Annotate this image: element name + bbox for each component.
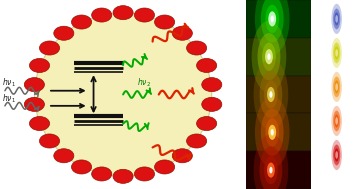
Ellipse shape	[92, 8, 112, 22]
Ellipse shape	[29, 58, 50, 73]
Bar	[246, 113, 311, 151]
Ellipse shape	[260, 71, 282, 118]
Ellipse shape	[113, 6, 133, 20]
Ellipse shape	[255, 96, 290, 168]
Ellipse shape	[72, 160, 92, 174]
Ellipse shape	[72, 15, 92, 29]
Bar	[246, 38, 311, 76]
Ellipse shape	[34, 13, 212, 176]
Ellipse shape	[269, 167, 273, 174]
Ellipse shape	[202, 97, 222, 111]
Ellipse shape	[334, 148, 339, 162]
Ellipse shape	[172, 149, 192, 163]
Ellipse shape	[254, 134, 288, 189]
Ellipse shape	[29, 116, 50, 131]
Ellipse shape	[334, 46, 339, 60]
Ellipse shape	[331, 4, 342, 34]
Ellipse shape	[264, 156, 278, 184]
Ellipse shape	[202, 78, 222, 92]
Ellipse shape	[335, 49, 338, 57]
Ellipse shape	[335, 15, 338, 23]
Ellipse shape	[268, 125, 276, 140]
Ellipse shape	[197, 58, 217, 73]
Ellipse shape	[333, 9, 340, 29]
Ellipse shape	[186, 134, 207, 148]
Ellipse shape	[252, 21, 286, 93]
Ellipse shape	[186, 41, 207, 55]
Ellipse shape	[155, 160, 174, 174]
Ellipse shape	[155, 15, 174, 29]
Ellipse shape	[333, 145, 340, 165]
Ellipse shape	[92, 167, 112, 181]
Ellipse shape	[254, 59, 288, 130]
Ellipse shape	[197, 116, 217, 131]
Ellipse shape	[331, 106, 342, 136]
Text: $h\nu_2$: $h\nu_2$	[136, 77, 151, 90]
Ellipse shape	[261, 0, 284, 43]
Text: $h\nu_1$: $h\nu_1$	[3, 92, 16, 105]
Bar	[246, 76, 311, 113]
Ellipse shape	[265, 118, 279, 146]
Ellipse shape	[172, 26, 192, 40]
Ellipse shape	[333, 111, 340, 131]
Ellipse shape	[261, 109, 284, 156]
Ellipse shape	[335, 117, 338, 125]
Ellipse shape	[39, 134, 60, 148]
Ellipse shape	[335, 83, 338, 91]
Ellipse shape	[267, 53, 271, 60]
Ellipse shape	[267, 163, 275, 178]
Ellipse shape	[134, 8, 155, 22]
Ellipse shape	[271, 15, 274, 22]
Ellipse shape	[54, 26, 74, 40]
Ellipse shape	[24, 78, 45, 92]
Ellipse shape	[113, 169, 133, 183]
Ellipse shape	[269, 91, 273, 98]
Ellipse shape	[255, 0, 290, 55]
Ellipse shape	[268, 11, 276, 26]
Ellipse shape	[260, 146, 282, 189]
Ellipse shape	[331, 72, 342, 102]
Ellipse shape	[265, 5, 279, 33]
Ellipse shape	[24, 97, 45, 111]
Ellipse shape	[335, 151, 338, 159]
Ellipse shape	[334, 80, 339, 94]
Ellipse shape	[334, 114, 339, 128]
Ellipse shape	[262, 43, 276, 71]
Ellipse shape	[333, 77, 340, 97]
Ellipse shape	[271, 129, 274, 136]
Ellipse shape	[333, 43, 340, 63]
Ellipse shape	[54, 149, 74, 163]
Text: $h\nu_1$: $h\nu_1$	[3, 77, 16, 90]
Bar	[246, 0, 311, 38]
Ellipse shape	[264, 80, 278, 109]
Ellipse shape	[265, 49, 273, 64]
Ellipse shape	[134, 167, 155, 181]
Ellipse shape	[267, 87, 275, 102]
Ellipse shape	[39, 41, 60, 55]
Ellipse shape	[331, 38, 342, 68]
Ellipse shape	[334, 12, 339, 26]
Ellipse shape	[257, 33, 281, 80]
Bar	[246, 151, 311, 189]
Ellipse shape	[331, 140, 342, 170]
